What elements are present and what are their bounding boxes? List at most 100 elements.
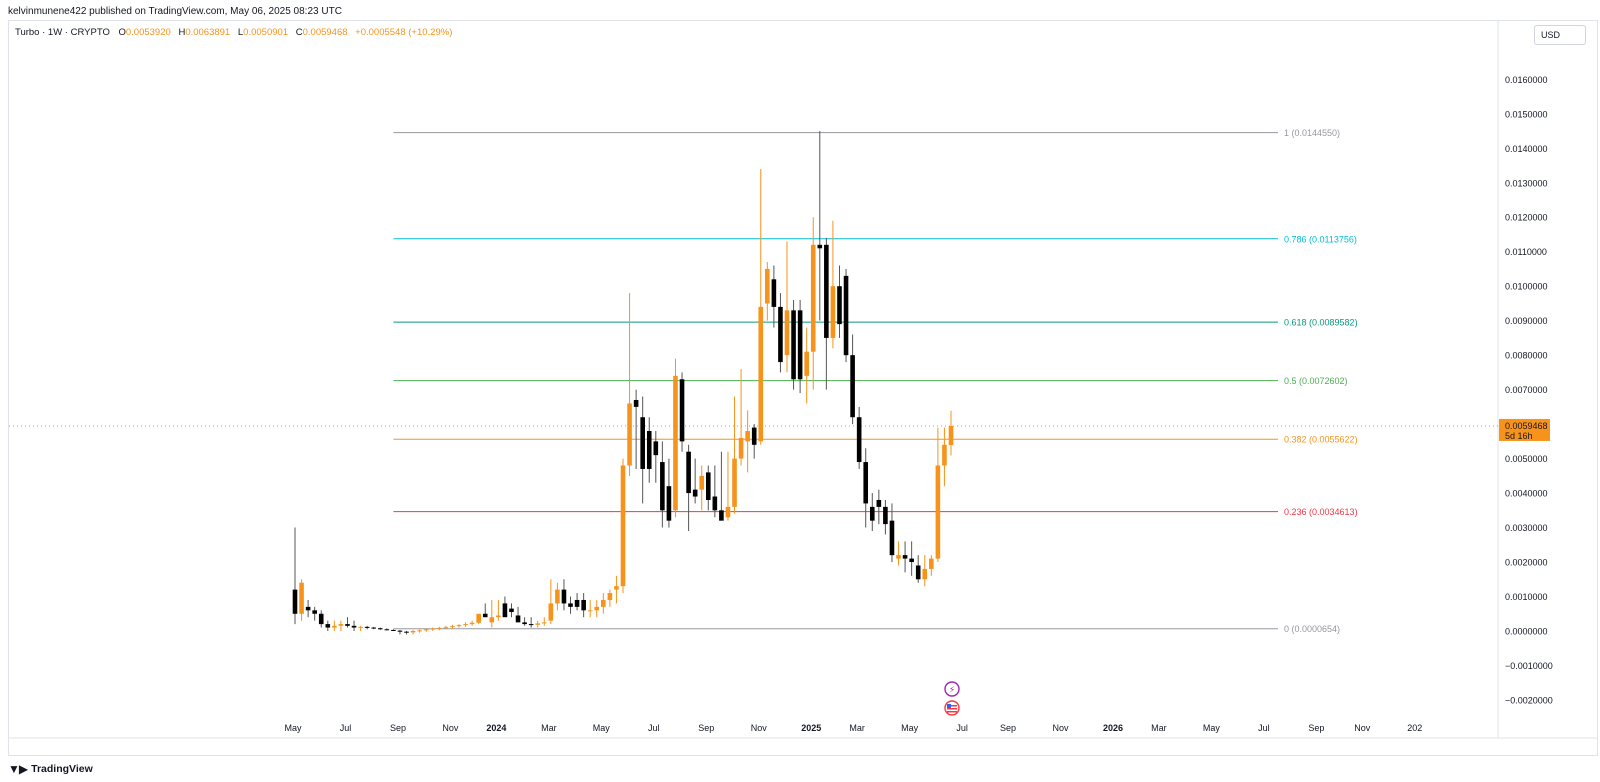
candle-body bbox=[522, 622, 527, 625]
y-tick-label: 0.0100000 bbox=[1505, 282, 1548, 292]
candle-body bbox=[541, 622, 547, 624]
candle-body bbox=[292, 589, 298, 614]
x-tick-label: Mar bbox=[849, 723, 865, 733]
y-tick-label: 0.0140000 bbox=[1505, 144, 1548, 154]
candle-body bbox=[377, 628, 383, 630]
x-tick-label: 2024 bbox=[486, 723, 506, 733]
candle-body bbox=[791, 310, 796, 380]
candle-body bbox=[312, 610, 317, 614]
candle-body bbox=[902, 555, 908, 559]
symbol-label[interactable]: Turbo · 1W · CRYPTO bbox=[15, 27, 110, 38]
candle-body bbox=[705, 472, 711, 500]
x-tick-label: Nov bbox=[442, 723, 459, 733]
candle-body bbox=[351, 625, 357, 628]
x-tick-label: 2025 bbox=[801, 723, 821, 733]
candle-body bbox=[450, 626, 455, 628]
x-tick-label: Jul bbox=[648, 723, 660, 733]
candle-body bbox=[915, 565, 921, 580]
candle-body bbox=[922, 568, 928, 580]
candle-body bbox=[410, 631, 416, 633]
fib-level-label: 0.618 (0.0089582) bbox=[1284, 318, 1358, 328]
candle-body bbox=[824, 244, 829, 338]
candle-body bbox=[627, 403, 632, 466]
y-tick-label: 0.0000000 bbox=[1505, 627, 1548, 637]
fib-level-label: 0 (0.0000654) bbox=[1284, 624, 1340, 634]
candle-body bbox=[594, 606, 600, 611]
candle-body bbox=[758, 306, 764, 442]
publisher-line: kelvinmunene422 published on TradingView… bbox=[8, 6, 342, 17]
candle-body bbox=[430, 628, 436, 630]
candle-body bbox=[561, 589, 567, 604]
candle-body bbox=[863, 462, 869, 504]
x-tick-label: Sep bbox=[698, 723, 714, 733]
candle-body bbox=[810, 244, 816, 352]
y-tick-label: −0.0010000 bbox=[1505, 661, 1553, 671]
candle-body bbox=[850, 355, 855, 418]
candle-body bbox=[699, 475, 705, 490]
y-tick-label: 0.0110000 bbox=[1505, 247, 1547, 257]
last-price-badge bbox=[1499, 418, 1550, 441]
candle-body bbox=[391, 629, 396, 631]
candle-body bbox=[646, 431, 652, 469]
candle-body bbox=[587, 610, 593, 612]
candle-body bbox=[601, 599, 606, 607]
candle-body bbox=[889, 520, 895, 556]
candle-body bbox=[358, 626, 363, 628]
candle-body bbox=[837, 286, 842, 325]
candle-body bbox=[299, 582, 304, 614]
x-tick-label: May bbox=[593, 723, 611, 733]
candle-body bbox=[404, 631, 409, 633]
candle-body bbox=[581, 599, 586, 611]
candle-body bbox=[751, 427, 757, 445]
open-key: O bbox=[118, 27, 126, 38]
y-tick-label: 0.0070000 bbox=[1505, 385, 1548, 395]
candle-body bbox=[456, 625, 462, 627]
last-price-label: 0.0059468 bbox=[1505, 421, 1548, 431]
candle-body bbox=[883, 506, 888, 525]
y-tick-label: 0.0010000 bbox=[1505, 592, 1548, 602]
candle-body bbox=[712, 496, 718, 511]
us-flag-icon bbox=[947, 704, 951, 708]
candle-body bbox=[305, 606, 311, 611]
x-tick-label: Mar bbox=[1151, 723, 1167, 733]
candle-body bbox=[673, 375, 678, 511]
candle-body bbox=[574, 599, 580, 607]
y-tick-label: −0.0020000 bbox=[1505, 695, 1553, 705]
candle-body bbox=[660, 462, 665, 511]
candle-body bbox=[555, 589, 560, 604]
candle-body bbox=[692, 489, 698, 497]
us-flag-icon bbox=[947, 708, 957, 710]
candle-body bbox=[502, 603, 508, 618]
x-tick-label: Jul bbox=[340, 723, 352, 733]
candle-body bbox=[318, 613, 324, 625]
candle-body bbox=[476, 613, 481, 623]
us-flag-icon bbox=[947, 705, 957, 707]
candle-body bbox=[804, 351, 809, 376]
candle-body bbox=[719, 510, 724, 521]
candle-body bbox=[778, 306, 783, 363]
candle-body bbox=[489, 617, 495, 623]
fib-level-label: 0.786 (0.0113756) bbox=[1284, 234, 1357, 244]
candle-body bbox=[856, 417, 862, 463]
close-value: 0.0059468 bbox=[302, 27, 348, 38]
flash-icon: ⚡ bbox=[949, 686, 955, 696]
candle-body bbox=[345, 624, 350, 626]
candle-body bbox=[666, 486, 672, 521]
candle-body bbox=[797, 310, 803, 380]
candle-body bbox=[614, 586, 619, 590]
y-tick-label: 0.0090000 bbox=[1505, 316, 1548, 326]
high-value: 0.0063891 bbox=[185, 27, 231, 38]
x-tick-label: Sep bbox=[390, 723, 406, 733]
candle-body bbox=[817, 244, 823, 249]
currency-select[interactable]: USD bbox=[1534, 25, 1586, 45]
fib-level-label: 0.382 (0.0055622) bbox=[1284, 435, 1358, 445]
y-tick-label: 0.0030000 bbox=[1505, 523, 1548, 533]
candle-body bbox=[738, 437, 744, 459]
x-tick-label: Jul bbox=[956, 723, 968, 733]
tradingview-brand[interactable]: ▼▶ TradingView bbox=[8, 762, 93, 776]
candle-body bbox=[469, 622, 475, 625]
candle-body bbox=[784, 310, 790, 356]
close-key: C bbox=[295, 27, 303, 38]
candle-body bbox=[620, 465, 626, 587]
